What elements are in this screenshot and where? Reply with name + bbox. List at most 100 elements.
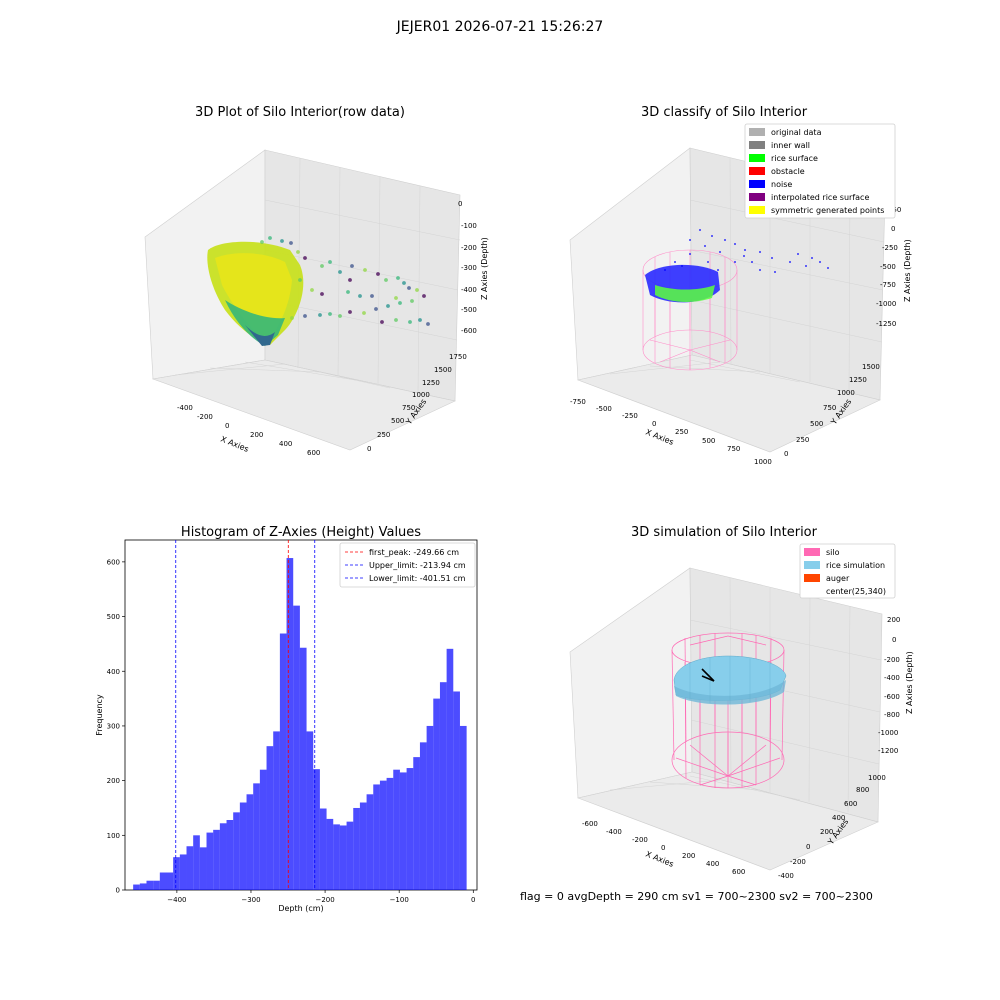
histogram-bar: [259, 769, 267, 890]
histogram-legend-entry: Upper_limit: -213.94 cm: [369, 561, 466, 570]
svg-text:250: 250: [377, 431, 390, 439]
raw-y-ticks: 0 250 500 750 1000 1250 1500 1750: [367, 353, 467, 453]
legend-entry: silo: [826, 548, 840, 557]
histogram-bar: [393, 769, 400, 890]
svg-text:-750: -750: [570, 398, 586, 406]
simulation-panel-title: 3D simulation of Silo Interior: [631, 525, 818, 540]
svg-text:0: 0: [784, 450, 788, 458]
svg-text:-400: -400: [884, 674, 900, 682]
svg-text:-400: -400: [461, 286, 477, 294]
legend-entry: center(25,340): [826, 587, 886, 596]
classify-points: [645, 229, 829, 303]
histogram-bar: [366, 794, 374, 890]
svg-text:1000: 1000: [837, 389, 855, 397]
classify-left-pane: [569, 147, 693, 381]
raw-panel-title: 3D Plot of Silo Interior(row data): [195, 105, 405, 120]
svg-text:600: 600: [307, 449, 320, 457]
svg-text:-400: -400: [778, 872, 794, 880]
svg-text:400: 400: [279, 440, 292, 448]
svg-text:1750: 1750: [449, 353, 467, 361]
svg-text:1000: 1000: [412, 391, 430, 399]
histogram-bar: [226, 820, 234, 890]
svg-text:0: 0: [652, 420, 656, 428]
legend-entry: rice surface: [771, 154, 818, 163]
histogram-x-tick-label: −400: [167, 896, 186, 904]
histogram-bar: [293, 605, 300, 890]
svg-text:-750: -750: [880, 281, 896, 289]
svg-text:750: 750: [402, 404, 415, 412]
classify-3d-panel[interactable]: 3D classify of Silo Interior: [569, 105, 912, 466]
histogram-legend-entry: Lower_limit: -401.51 cm: [369, 574, 466, 583]
svg-text:-1250: -1250: [876, 320, 896, 328]
histogram-y-tick-label: 200: [107, 777, 120, 785]
simulation-y-ticks: -400 -200 0 200 400 600 800 1000: [778, 774, 886, 880]
svg-text:-1000: -1000: [878, 729, 898, 737]
simulation-z-label: Z Axies (Depth): [905, 651, 914, 714]
svg-text:250: 250: [675, 428, 688, 436]
legend-entry: noise: [771, 180, 792, 189]
legend-entry: symmetric generated points: [771, 206, 884, 215]
svg-text:-500: -500: [596, 405, 612, 413]
classify-panel-title: 3D classify of Silo Interior: [641, 105, 808, 120]
histogram-legend-entry: first_peak: -249.66 cm: [369, 548, 459, 557]
histogram-bar: [179, 854, 187, 890]
histogram-bar: [439, 682, 447, 890]
simulation-rice-surface: [673, 655, 787, 705]
histogram-y-tick-label: 500: [107, 613, 120, 621]
simulation-x-label: X Axies: [644, 850, 675, 869]
simulation-x-ticks: -600 -400 -200 0 200 400 600: [582, 820, 745, 876]
svg-text:0: 0: [661, 844, 665, 852]
raw-3d-panel[interactable]: 3D Plot of Silo Interior(row data) -400 …: [144, 105, 489, 457]
svg-text:600: 600: [732, 868, 745, 876]
legend-entry: inner wall: [771, 141, 810, 150]
histogram-x-label: Depth (cm): [278, 904, 323, 913]
svg-text:0: 0: [458, 200, 462, 208]
raw-z-ticks: 0 -100 -200 -300 -400 -500 -600: [458, 200, 477, 335]
histogram-panel[interactable]: Histogram of Z-Axies (Height) Values −40…: [95, 525, 478, 913]
histogram-y-label: Frequency: [95, 694, 104, 736]
histogram-y-tick-label: 600: [107, 558, 120, 566]
svg-text:1250: 1250: [422, 379, 440, 387]
svg-text:0: 0: [806, 843, 810, 851]
histogram-bar: [266, 746, 274, 890]
legend-entry: original data: [771, 128, 822, 137]
svg-text:-500: -500: [880, 263, 896, 271]
histogram-bar: [433, 698, 440, 890]
svg-text:-500: -500: [461, 306, 477, 314]
histogram-title: Histogram of Z-Axies (Height) Values: [181, 525, 421, 540]
legend-entry: interpolated rice surface: [771, 193, 869, 202]
histogram-bar: [319, 808, 327, 890]
svg-text:-200: -200: [632, 836, 648, 844]
simulation-3d-panel[interactable]: 3D simulation of Silo Interior: [569, 525, 914, 880]
histogram-y-tick-label: 300: [107, 722, 120, 730]
svg-text:-600: -600: [884, 693, 900, 701]
histogram-bar: [419, 742, 427, 890]
simulation-auger: [701, 668, 715, 682]
histogram-bar: [326, 818, 334, 890]
histogram-y-tick-label: 400: [107, 668, 120, 676]
svg-text:200: 200: [682, 852, 695, 860]
svg-text:750: 750: [823, 404, 836, 412]
histogram-bar: [213, 829, 220, 890]
histogram-bar: [373, 784, 380, 890]
svg-text:400: 400: [832, 814, 845, 822]
svg-text:-800: -800: [884, 711, 900, 719]
svg-text:-400: -400: [177, 404, 193, 412]
simulation-gridlines: [609, 577, 882, 813]
raw-x-label: X Axies: [219, 435, 250, 454]
classify-y-ticks: 0 250 500 750 1000 1250 1500: [784, 363, 880, 458]
svg-text:-200: -200: [790, 858, 806, 866]
histogram-bar: [146, 880, 154, 890]
classify-z-label: Z Axies (Depth): [903, 239, 912, 302]
svg-text:500: 500: [391, 417, 404, 425]
svg-text:-100: -100: [461, 222, 477, 230]
svg-text:-1000: -1000: [876, 300, 896, 308]
histogram-bar: [359, 802, 367, 890]
histogram-bar: [333, 824, 340, 890]
svg-text:0: 0: [225, 422, 229, 430]
histogram-bar: [279, 633, 287, 890]
histogram-y-tick-label: 100: [107, 832, 120, 840]
svg-text:0: 0: [891, 225, 895, 233]
histogram-bar: [139, 883, 147, 890]
